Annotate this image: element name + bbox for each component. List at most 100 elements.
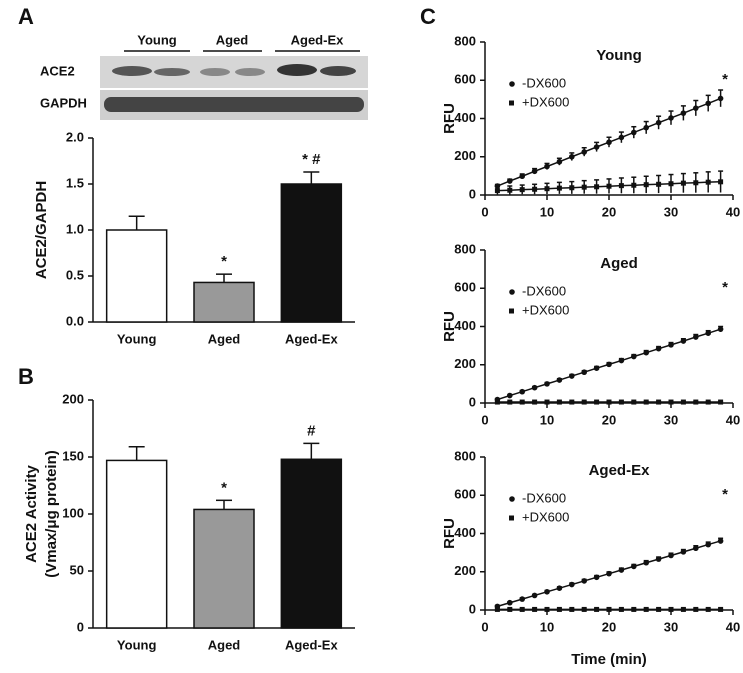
point [581,399,587,405]
y-tick-label: 200 [454,563,476,578]
point [668,552,674,559]
y-tick-label: 0 [469,601,476,616]
y-tick-label: 600 [454,72,476,87]
y-axis-title: ACE2/GAPDH [33,181,50,279]
point [556,606,562,612]
legend-label: +DX600 [522,509,569,524]
x-tick-label: Young [117,331,157,346]
y-tick-label: 2.0 [66,129,84,144]
legend-label: +DX600 [522,94,569,109]
point [507,606,513,612]
x-tick-label: 20 [602,412,616,427]
point [693,606,699,612]
point [643,399,649,405]
bar [105,459,168,629]
point [643,182,649,188]
annotation: * [221,253,227,270]
point [581,369,587,376]
point [606,606,612,612]
x-tick-label: Aged [208,331,241,346]
point [668,115,674,121]
y-axis-title: (Vmax/μg protein) [43,450,60,578]
point [556,185,562,191]
y-tick-label: 200 [62,391,84,406]
annotation: * # [302,151,321,168]
point [507,399,513,405]
point [556,158,563,165]
point [705,399,711,405]
x-tick-label: 40 [726,619,740,634]
point [631,129,637,136]
point [507,187,513,193]
point [569,373,575,379]
point [693,105,699,111]
point [581,606,587,612]
y-axis-title: RFU [441,518,458,549]
point [643,124,649,131]
annotation: * [722,486,728,503]
point [668,399,674,405]
legend-marker [509,515,514,521]
bar [193,281,255,323]
legend-label: -DX600 [522,75,566,90]
point [593,365,600,371]
point [556,377,563,383]
x-tick-label: 0 [481,412,488,427]
legend-marker [509,81,515,87]
point [594,184,600,190]
point [532,186,538,192]
point [606,570,612,577]
y-tick-label: 100 [62,505,84,520]
x-axis-title: Time (min) [571,651,647,668]
blot-row-label: GAPDH [40,95,87,110]
x-tick-label: 40 [726,204,740,219]
point [705,179,711,185]
legend-marker [509,100,514,106]
point [544,381,550,387]
y-tick-label: 200 [454,356,476,371]
point [569,606,575,612]
bar [280,183,343,323]
point [606,139,612,146]
point [606,399,612,405]
bar [193,508,255,629]
point [631,399,637,405]
point [618,357,625,364]
y-tick-label: 600 [454,280,476,295]
chart-title: Aged [600,255,638,272]
y-tick-label: 150 [62,448,84,463]
annotation: * [722,279,728,296]
point [519,399,525,405]
x-tick-label: 30 [664,412,678,427]
point [594,399,600,405]
y-axis-title: RFU [441,103,458,134]
point [569,581,575,588]
point [569,185,575,191]
point [494,399,500,405]
point [531,384,538,391]
point [519,187,525,193]
annotation: # [307,422,316,439]
point [705,330,711,336]
point [581,184,587,190]
blot-group-label: Aged [216,32,249,47]
point [544,186,550,192]
y-tick-label: 800 [454,448,476,463]
point [556,399,562,405]
point [544,589,550,595]
legend-label: -DX600 [522,283,566,298]
x-tick-label: 20 [602,619,616,634]
point [569,153,575,160]
point [717,95,724,102]
x-tick-label: 10 [540,619,554,634]
point [693,180,699,186]
y-axis-title: RFU [441,311,458,342]
y-tick-label: 400 [454,525,476,540]
point [556,585,563,591]
point [705,541,711,548]
point [618,567,625,573]
legend-label: -DX600 [522,490,566,505]
point [680,180,686,186]
point [606,183,612,189]
